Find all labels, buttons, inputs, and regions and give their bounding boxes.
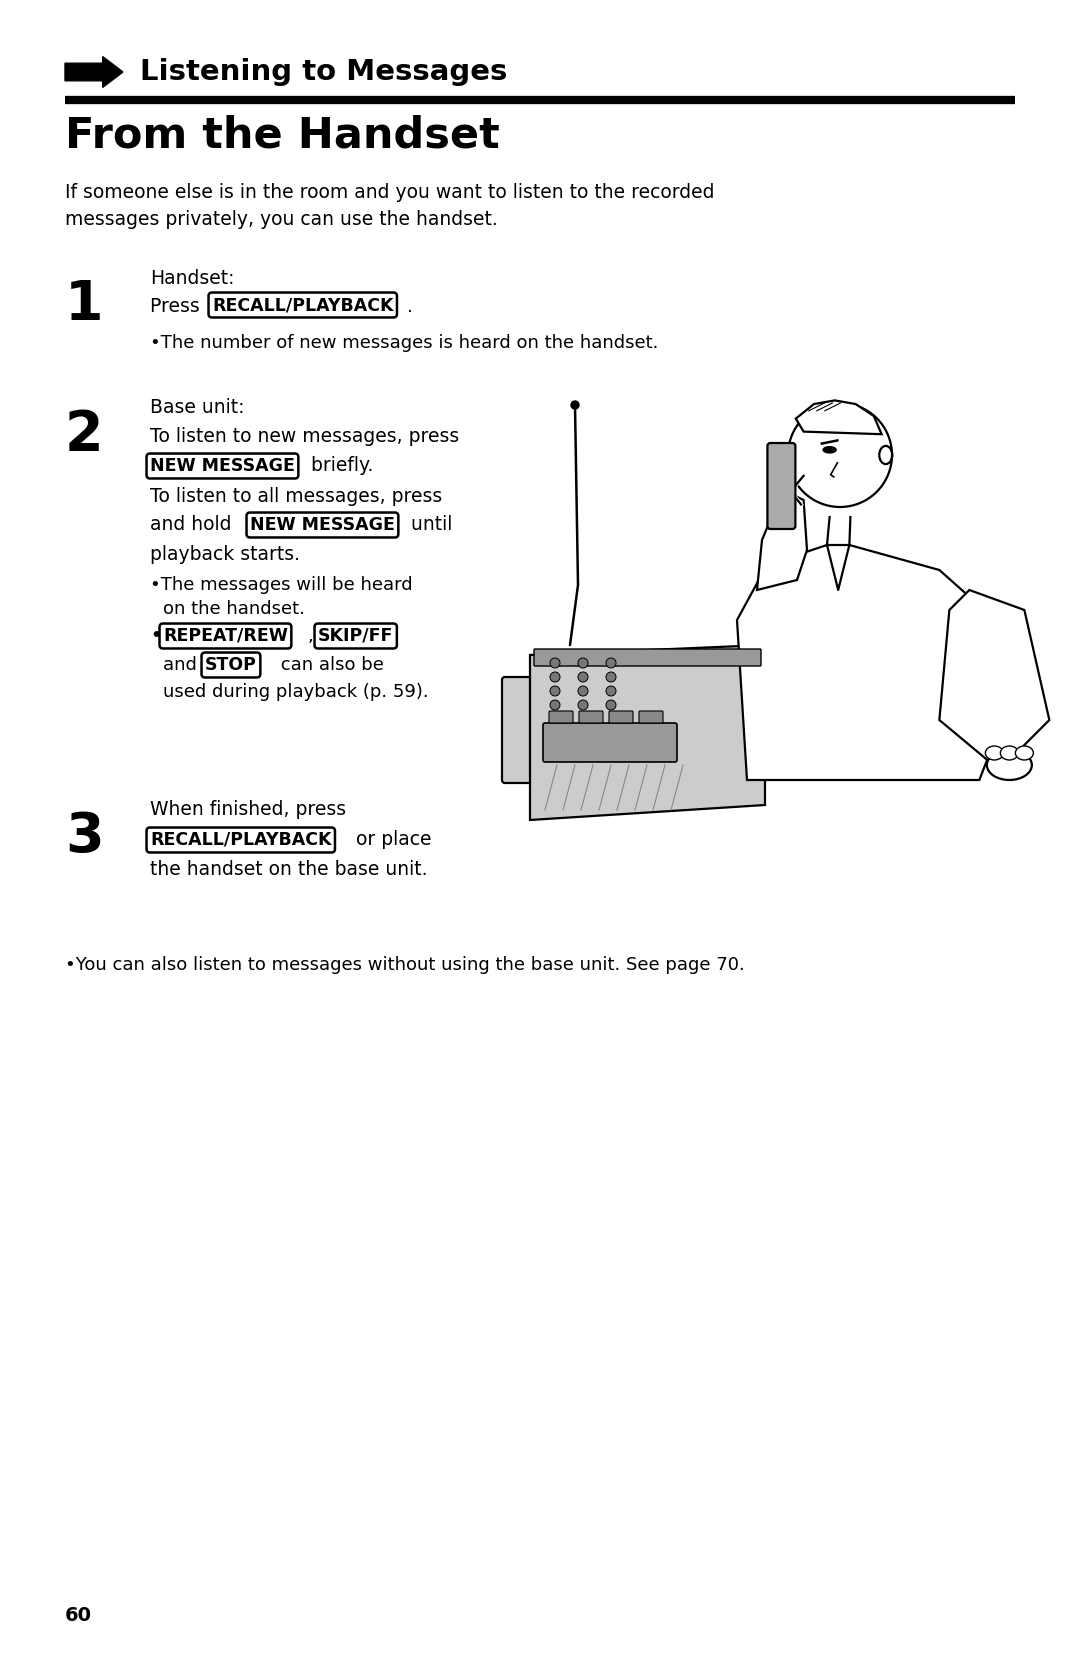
Circle shape <box>550 699 561 709</box>
Ellipse shape <box>985 746 1003 759</box>
Text: playback starts.: playback starts. <box>150 546 300 564</box>
Text: To listen to new messages, press: To listen to new messages, press <box>150 427 459 446</box>
Ellipse shape <box>879 446 892 464</box>
Circle shape <box>578 673 588 683</box>
Text: To listen to all messages, press: To listen to all messages, press <box>150 487 442 506</box>
FancyBboxPatch shape <box>502 678 538 783</box>
Text: used during playback (p. 59).: used during playback (p. 59). <box>163 683 429 701</box>
Text: Handset:: Handset: <box>150 269 234 289</box>
Circle shape <box>550 673 561 683</box>
Polygon shape <box>530 644 765 819</box>
Text: 60: 60 <box>65 1606 92 1626</box>
Circle shape <box>606 686 616 696</box>
Text: •The messages will be heard: •The messages will be heard <box>150 576 413 594</box>
Circle shape <box>550 658 561 668</box>
FancyBboxPatch shape <box>534 649 761 666</box>
Polygon shape <box>940 591 1050 769</box>
Text: and hold: and hold <box>150 516 238 534</box>
FancyBboxPatch shape <box>579 711 603 723</box>
Ellipse shape <box>1000 746 1018 759</box>
Text: Press: Press <box>150 297 206 315</box>
Circle shape <box>578 699 588 709</box>
FancyBboxPatch shape <box>543 723 677 763</box>
Circle shape <box>578 658 588 668</box>
FancyBboxPatch shape <box>609 711 633 723</box>
Text: From the Handset: From the Handset <box>65 115 500 157</box>
Text: and: and <box>163 656 203 674</box>
FancyBboxPatch shape <box>639 711 663 723</box>
Text: until: until <box>405 516 453 534</box>
FancyBboxPatch shape <box>768 442 795 529</box>
Text: SKIP/FF: SKIP/FF <box>318 628 393 644</box>
Ellipse shape <box>987 749 1031 779</box>
Text: REPEAT/REW: REPEAT/REW <box>163 628 288 644</box>
Text: RECALL/PLAYBACK: RECALL/PLAYBACK <box>150 831 332 850</box>
Text: Listening to Messages: Listening to Messages <box>140 58 508 87</box>
Text: 1: 1 <box>65 279 104 332</box>
Text: •: • <box>150 628 162 644</box>
Polygon shape <box>737 546 1029 779</box>
Text: 3: 3 <box>65 809 104 865</box>
Text: .: . <box>407 297 413 315</box>
Text: can also be: can also be <box>275 656 383 674</box>
Circle shape <box>571 401 579 409</box>
Polygon shape <box>796 401 881 434</box>
Text: or place: or place <box>350 829 432 850</box>
Text: RECALL/PLAYBACK: RECALL/PLAYBACK <box>212 295 393 314</box>
Circle shape <box>606 658 616 668</box>
Ellipse shape <box>1015 746 1034 759</box>
Polygon shape <box>65 57 123 87</box>
Text: messages privately, you can use the handset.: messages privately, you can use the hand… <box>65 210 498 229</box>
Text: ,: , <box>308 628 314 644</box>
Text: STOP: STOP <box>205 656 257 674</box>
Text: on the handset.: on the handset. <box>163 599 305 618</box>
Circle shape <box>550 686 561 696</box>
Text: NEW MESSAGE: NEW MESSAGE <box>150 457 295 476</box>
Text: NEW MESSAGE: NEW MESSAGE <box>249 516 395 534</box>
Text: •You can also listen to messages without using the base unit. See page 70.: •You can also listen to messages without… <box>65 956 745 975</box>
Polygon shape <box>757 491 807 591</box>
FancyBboxPatch shape <box>549 711 573 723</box>
Circle shape <box>578 686 588 696</box>
Text: If someone else is in the room and you want to listen to the recorded: If someone else is in the room and you w… <box>65 184 715 202</box>
Text: briefly.: briefly. <box>305 456 374 476</box>
Text: Base unit:: Base unit: <box>150 397 244 417</box>
Ellipse shape <box>823 447 836 452</box>
Text: 2: 2 <box>65 407 104 462</box>
Circle shape <box>606 699 616 709</box>
Circle shape <box>606 673 616 683</box>
Text: the handset on the base unit.: the handset on the base unit. <box>150 860 428 880</box>
Text: When finished, press: When finished, press <box>150 799 346 819</box>
Text: •The number of new messages is heard on the handset.: •The number of new messages is heard on … <box>150 334 659 352</box>
